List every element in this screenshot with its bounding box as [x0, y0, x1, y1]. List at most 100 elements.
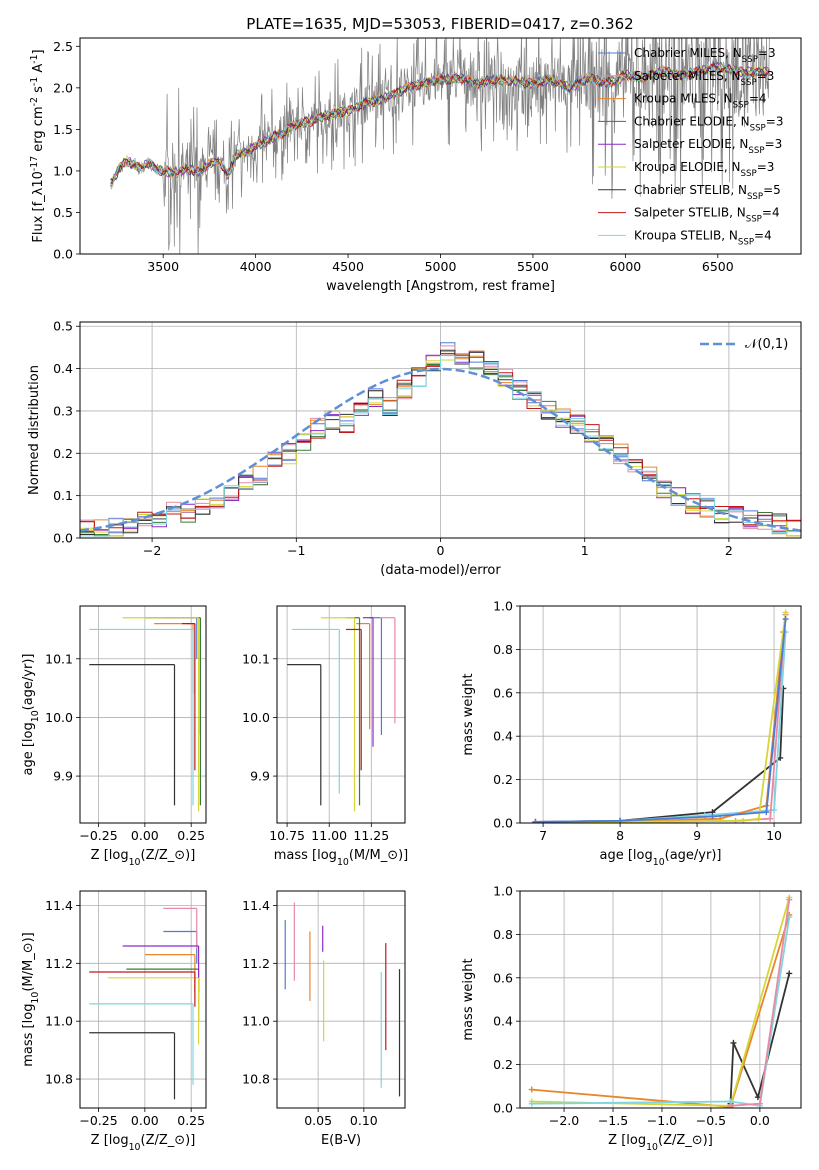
axes-massweight_vs_Z: −2.0 −1.5 −1.0 −0.5 0.0 0.0 0.2 0.4 0.6 0.8 1.0 Z [… [461, 884, 802, 1153]
mass-weight-marker [782, 609, 789, 616]
x-axis-label: age [log10(age/yr)] [600, 848, 722, 868]
y-tick-label: 10.0 [45, 710, 73, 725]
y-axis-label: mass weight [461, 958, 476, 1040]
legend-label-5: Kroupa ELODIE, NSSP=3 [634, 160, 774, 179]
x-tick-label: 10.75 [269, 828, 305, 843]
legend-label-7: Salpeter STELIB, NSSP=4 [634, 206, 780, 225]
y-tick-label: 0.6 [493, 970, 513, 985]
y-tick-label: 0.4 [493, 729, 513, 744]
y-tick-label: 11.0 [45, 1014, 73, 1029]
axes-mass_vs_Z: −0.25 0.00 0.25 10.8 11.0 11.2 11.4 Z [log10(Z/… [21, 890, 207, 1153]
x-axis-label: (data-model)/error [380, 563, 501, 578]
y-tick-label: 0.1 [53, 488, 73, 503]
y-tick-label: 10.0 [242, 710, 270, 725]
legend-label-2: Kroupa MILES, NSSP=4 [634, 92, 767, 111]
x-tick-label: −1 [287, 543, 305, 558]
x-tick-label: −1.0 [647, 1113, 677, 1128]
mass-weight-marker [709, 813, 716, 820]
y-tick-label: 11.2 [242, 956, 270, 971]
axes-age_vs_Z: −0.25 0.00 0.25 9.9 10.0 10.1 Z [log10(Z/Z_⊙)]… [21, 605, 207, 868]
plot-area [80, 322, 801, 538]
x-tick-label: 0.0 [750, 1113, 770, 1128]
y-axis-label: Flux [f_λ10-17 erg cm-2 s-1 A-1] [29, 49, 47, 242]
y-tick-label: 1.0 [493, 599, 513, 614]
mass-weight-line-1 [535, 614, 787, 823]
y-tick-label: 0.2 [493, 772, 513, 787]
y-tick-label: 0.2 [493, 1057, 513, 1072]
x-tick-label: −1.5 [598, 1113, 628, 1128]
axes-frame [79, 37, 802, 255]
mass-weight-marker [528, 1100, 535, 1107]
axes-frame [276, 890, 406, 1109]
axes-massweight_vs_age: 7 8 9 10 0.0 0.2 0.4 0.6 0.8 1.0 age [log10(age/yr… [461, 599, 802, 868]
mass-weight-line-6 [729, 973, 791, 1104]
plot-area [520, 891, 801, 1108]
mass-weight-marker [763, 809, 770, 816]
plot-area [277, 891, 405, 1108]
x-tick-label: 2 [725, 543, 733, 558]
y-tick-label: 1.0 [53, 163, 73, 178]
mass-weight-line-5 [535, 612, 787, 823]
x-tick-label: −2 [143, 543, 161, 558]
y-tick-label: 10.8 [45, 1072, 73, 1087]
model-spectrum-8 [110, 61, 770, 188]
axes-frame [519, 890, 802, 1109]
plot-area [110, 38, 770, 254]
x-tick-label: 6500 [702, 259, 734, 274]
axes-frame [79, 890, 207, 1109]
x-tick-label: 9 [693, 828, 701, 843]
axes-frame [79, 605, 207, 824]
x-tick-label: −0.25 [79, 1113, 117, 1128]
legend-label-6: Chabrier STELIB, NSSP=5 [634, 183, 781, 202]
model-spectrum-6 [110, 60, 770, 182]
x-tick-label: 11.00 [311, 828, 347, 843]
x-axis-label: Z [log10(Z/Z_⊙)] [608, 1133, 713, 1153]
legend-label-3: Chabrier ELODIE, NSSP=3 [634, 114, 783, 133]
x-tick-label: 0.25 [177, 828, 205, 843]
mass-weight-line-8 [531, 916, 791, 1107]
mass-weight-line-8 [535, 631, 787, 823]
y-axis-label: mass weight [461, 673, 476, 755]
mass-weight-marker [755, 815, 762, 822]
x-axis-label: wavelength [Angstrom, rest frame] [326, 279, 555, 294]
mass-weight-line-5 [531, 897, 791, 1107]
y-tick-label: 11.2 [45, 956, 73, 971]
x-tick-label: 1 [581, 543, 589, 558]
y-tick-label: 0.8 [493, 927, 513, 942]
y-tick-label: 0.0 [53, 247, 73, 262]
x-tick-label: 10 [766, 828, 782, 843]
mass-weight-marker [532, 818, 539, 823]
x-tick-label: 4000 [240, 259, 272, 274]
x-tick-label: 5000 [425, 259, 457, 274]
y-tick-label: 0.4 [53, 361, 73, 376]
legend-label-normal: 𝒩(0,1) [745, 337, 788, 352]
figure-title: PLATE=1635, MJD=53053, FIBERID=0417, z=0… [246, 15, 633, 33]
mass-weight-marker [754, 1094, 761, 1101]
plot-area [80, 891, 206, 1108]
y-tick-label: 0.8 [493, 642, 513, 657]
y-tick-label: 2.5 [53, 39, 73, 54]
y-axis-label: mass [log10(M/M_⊙)] [21, 932, 41, 1067]
axes-residuals: −2 −1 0 1 2 0.0 0.1 0.2 0.3 0.4 0.5 (data-model)/er… [27, 319, 802, 578]
x-tick-label: 8 [616, 828, 624, 843]
x-tick-label: 0.00 [131, 828, 159, 843]
y-tick-label: 9.9 [53, 769, 73, 784]
mass-weight-marker [528, 1086, 535, 1093]
x-tick-label: 6000 [609, 259, 641, 274]
x-tick-label: 0.05 [304, 1113, 332, 1128]
mass-weight-marker [767, 815, 774, 822]
residual-histogram-8 [80, 355, 801, 537]
y-tick-label: 11.4 [45, 898, 73, 913]
x-tick-label: 3500 [147, 259, 179, 274]
x-tick-label: −2.0 [549, 1113, 579, 1128]
mass-weight-marker [786, 970, 793, 977]
x-tick-label: −0.25 [79, 828, 117, 843]
plot-area [80, 606, 206, 823]
y-tick-label: 1.5 [53, 122, 73, 137]
y-axis-label: age [log10(age/yr)] [21, 654, 41, 776]
x-tick-label: 0.00 [131, 1113, 159, 1128]
y-tick-label: 0.3 [53, 403, 73, 418]
mass-weight-marker [756, 1100, 763, 1107]
axes-spectrum: 3500 4000 4500 5000 5500 6000 6500 0.0 0.5 1.0 1.5… [29, 37, 802, 294]
